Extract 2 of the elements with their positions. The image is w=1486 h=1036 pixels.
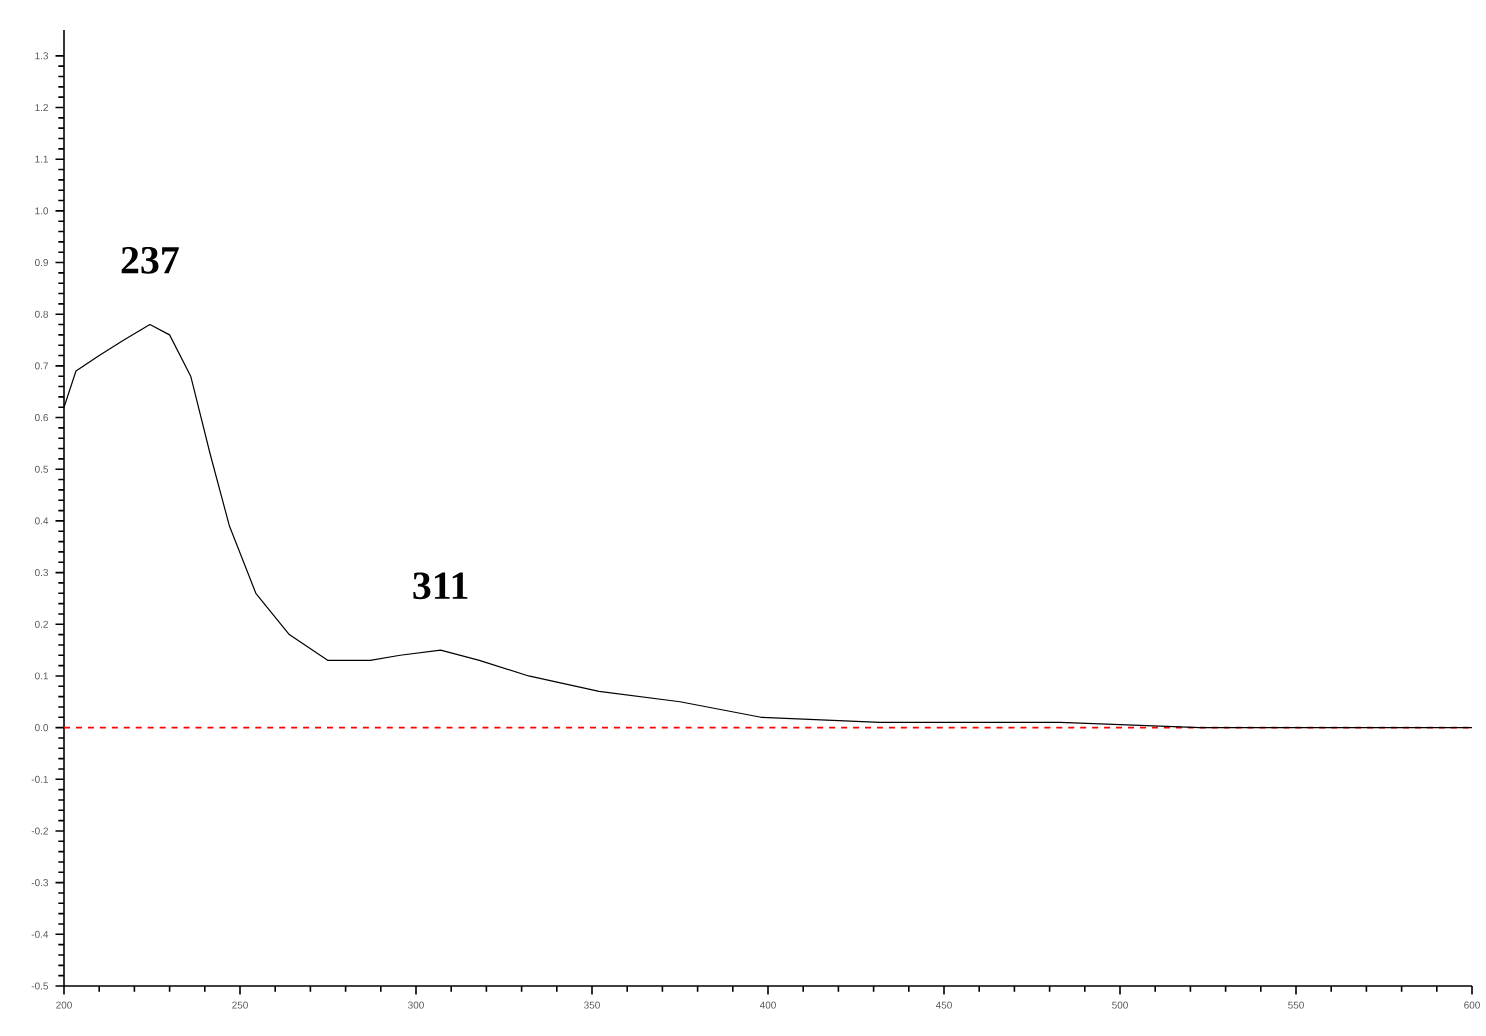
annotation: 237 — [121, 246, 179, 274]
annotation: 311 — [413, 572, 468, 600]
